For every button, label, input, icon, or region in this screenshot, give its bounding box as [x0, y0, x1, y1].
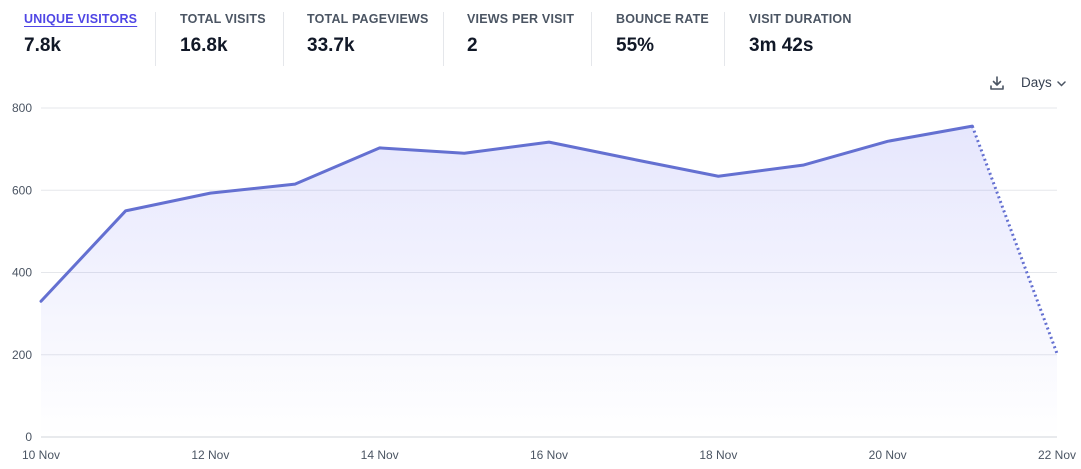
metric-total-pageviews[interactable]: TOTAL PAGEVIEWS 33.7k	[307, 12, 429, 66]
metric-label: VIEWS PER VISIT	[467, 12, 575, 26]
x-tick-label: 22 Nov	[1038, 448, 1076, 462]
y-tick-label: 200	[12, 348, 32, 362]
metric-label: TOTAL PAGEVIEWS	[307, 12, 429, 26]
metric-value: 2	[467, 35, 478, 56]
x-tick-label: 14 Nov	[361, 448, 399, 462]
data-point	[39, 299, 43, 303]
metric-views-per-visit[interactable]: VIEWS PER VISIT 2	[467, 12, 574, 66]
data-point	[716, 174, 720, 178]
data-point	[293, 182, 297, 186]
data-point	[208, 191, 212, 195]
x-tick-label: 20 Nov	[869, 448, 907, 462]
series-area	[41, 126, 1057, 437]
metric-divider	[724, 12, 725, 66]
y-tick-label: 600	[12, 183, 32, 197]
data-point	[378, 146, 382, 150]
y-tick-label: 400	[12, 266, 32, 280]
series-line	[39, 124, 974, 303]
metric-divider	[591, 12, 592, 66]
series-line-incomplete	[970, 125, 1059, 355]
data-point	[801, 163, 805, 167]
data-point	[547, 140, 551, 144]
metric-divider	[155, 12, 156, 66]
metric-value: 55%	[616, 35, 655, 56]
x-tick-label: 18 Nov	[699, 448, 737, 462]
metric-label: VISIT DURATION	[749, 12, 852, 26]
data-point	[886, 139, 890, 143]
data-point	[970, 124, 974, 128]
interval-select[interactable]: Days	[1021, 75, 1066, 90]
metric-unique-visitors[interactable]: UNIQUE VISITORS 7.8k	[24, 12, 137, 66]
chevron-down-icon	[1057, 75, 1066, 90]
metric-value: 3m 42s	[749, 35, 814, 56]
y-axis: 0 200 400 600 800	[12, 101, 32, 444]
metric-bounce-rate[interactable]: BOUNCE RATE 55%	[616, 12, 709, 66]
interval-label: Days	[1021, 75, 1052, 90]
x-tick-label: 16 Nov	[530, 448, 568, 462]
metric-total-visits[interactable]: TOTAL VISITS 16.8k	[180, 12, 266, 66]
download-icon[interactable]	[988, 74, 1006, 92]
y-tick-label: 0	[25, 430, 32, 444]
metric-divider	[443, 12, 444, 66]
x-tick-label: 12 Nov	[191, 448, 229, 462]
metric-label: UNIQUE VISITORS	[24, 12, 138, 26]
metric-value: 16.8k	[180, 35, 228, 56]
data-point	[1055, 352, 1059, 356]
data-point	[124, 209, 128, 213]
metric-label: TOTAL VISITS	[180, 12, 266, 26]
metric-visit-duration[interactable]: VISIT DURATION 3m 42s	[749, 12, 852, 66]
metric-value: 7.8k	[24, 35, 61, 56]
data-point	[462, 151, 466, 155]
x-tick-label: 10 Nov	[22, 448, 60, 462]
metric-divider	[283, 12, 284, 66]
data-point	[632, 157, 636, 161]
metric-value: 33.7k	[307, 35, 355, 56]
y-tick-label: 800	[12, 101, 32, 115]
metric-label: BOUNCE RATE	[616, 12, 709, 26]
x-axis: 10 Nov 12 Nov 14 Nov 16 Nov 18 Nov 20 Nov 22 N…	[22, 448, 1076, 462]
metrics-bar: UNIQUE VISITORS 7.8k TOTAL VISITS 16.8k …	[0, 0, 1081, 68]
